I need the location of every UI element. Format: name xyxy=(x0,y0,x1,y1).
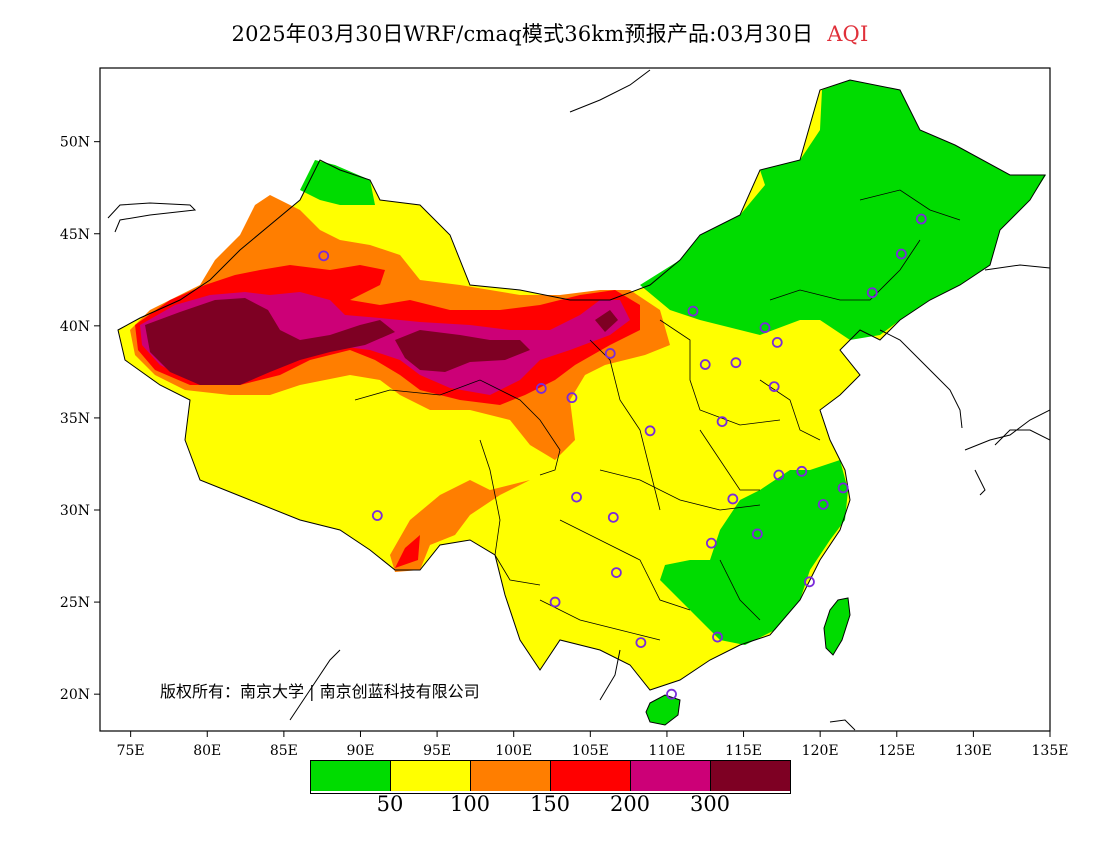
lon-tick-label: 80E xyxy=(193,743,221,759)
lon-tick-label: 110E xyxy=(648,743,685,759)
station-marker xyxy=(730,357,742,369)
station-marker xyxy=(635,637,647,648)
legend-label: 150 xyxy=(529,792,571,816)
longitude-ticks: 75E 80E 85E 90E 95E 100E 105E 110E 115E 120E 125E 1… xyxy=(117,731,1069,759)
legend-swatch xyxy=(711,761,790,791)
lon-tick-label: 105E xyxy=(572,743,609,759)
lon-tick-label: 75E xyxy=(117,743,145,759)
station-marker xyxy=(759,322,771,334)
map-content: 版权所有：南京大学 | 南京创蓝科技有限公司 xyxy=(107,69,1050,731)
lon-tick-label: 120E xyxy=(802,743,839,759)
lon-tick-label: 100E xyxy=(495,743,532,759)
region-green-northwest xyxy=(300,160,375,205)
title-main: 2025年03月30日WRF/cmaq模式36km预报产品:03月30日 xyxy=(231,22,814,46)
legend-swatch xyxy=(631,761,711,791)
lon-tick-label: 125E xyxy=(878,743,915,759)
region-red-tibet xyxy=(395,535,420,568)
country-outline xyxy=(117,79,1046,691)
copyright-text: 版权所有：南京大学 | 南京创蓝科技有限公司 xyxy=(160,682,480,701)
region-maroon-east xyxy=(395,330,530,372)
legend-swatch xyxy=(551,761,631,791)
lat-tick-label: 40N xyxy=(60,319,90,335)
station-marker xyxy=(535,383,547,394)
legend-swatch xyxy=(391,761,471,791)
station-marker xyxy=(837,482,849,494)
region-maroon xyxy=(145,298,395,385)
station-marker xyxy=(817,499,829,510)
lon-tick-label: 85E xyxy=(270,743,298,759)
station-marker xyxy=(771,337,783,348)
station-marker xyxy=(727,493,739,505)
station-marker xyxy=(804,576,815,588)
station-marker xyxy=(751,528,763,540)
station-marker xyxy=(716,416,728,428)
lat-tick-label: 35N xyxy=(60,411,90,427)
title-variable: AQI xyxy=(827,22,869,46)
station-marker xyxy=(768,381,780,393)
lat-tick-label: 50N xyxy=(60,135,90,151)
region-orange-tibet xyxy=(390,480,530,572)
station-marker xyxy=(915,213,927,225)
station-marker xyxy=(571,491,582,503)
station-marker xyxy=(610,567,622,579)
lat-tick-label: 30N xyxy=(60,503,90,519)
station-marker xyxy=(604,348,616,359)
map-title: 2025年03月30日WRF/cmaq模式36km预报产品:03月30日 AQI xyxy=(0,18,1100,48)
station-marker xyxy=(687,305,699,317)
station-marker xyxy=(895,248,907,260)
station-marker xyxy=(796,465,808,477)
station-marker xyxy=(318,250,330,262)
lon-tick-label: 115E xyxy=(725,743,762,759)
station-marker xyxy=(644,425,656,437)
legend-label: 200 xyxy=(609,792,651,816)
legend-swatch xyxy=(311,761,391,791)
lon-tick-label: 95E xyxy=(423,743,451,759)
taiwan xyxy=(823,597,851,656)
station-marker xyxy=(705,537,717,549)
legend-label: 50 xyxy=(376,792,404,816)
station-marker xyxy=(371,510,383,521)
color-legend xyxy=(310,760,791,794)
region-green-northeast xyxy=(640,80,1046,340)
lat-tick-label: 25N xyxy=(60,595,90,611)
map-frame xyxy=(99,67,1051,732)
neighbor-coastlines xyxy=(107,69,1050,731)
lon-tick-label: 130E xyxy=(955,743,992,759)
lon-tick-label: 90E xyxy=(346,743,374,759)
latitude-ticks: 50N 45N 40N 35N 30N 25N 20N xyxy=(60,135,100,703)
lat-tick-label: 45N xyxy=(60,227,90,243)
station-marker xyxy=(566,392,578,404)
station-marker xyxy=(607,511,619,523)
lon-tick-label: 135E xyxy=(1032,743,1069,759)
station-marker xyxy=(866,287,878,299)
legend-swatch xyxy=(471,761,551,791)
lat-tick-label: 20N xyxy=(60,687,90,703)
legend-label: 300 xyxy=(689,792,731,816)
station-marker xyxy=(699,359,711,370)
legend-label: 100 xyxy=(449,792,491,816)
region-maroon-ne xyxy=(595,310,618,332)
station-marker xyxy=(549,596,561,608)
station-markers xyxy=(318,213,927,700)
station-marker xyxy=(666,688,677,700)
legend-labels: 50 100 150 200 300 xyxy=(310,792,792,820)
station-marker xyxy=(773,469,785,481)
station-marker xyxy=(712,631,723,643)
region-green-southeast xyxy=(660,460,848,645)
